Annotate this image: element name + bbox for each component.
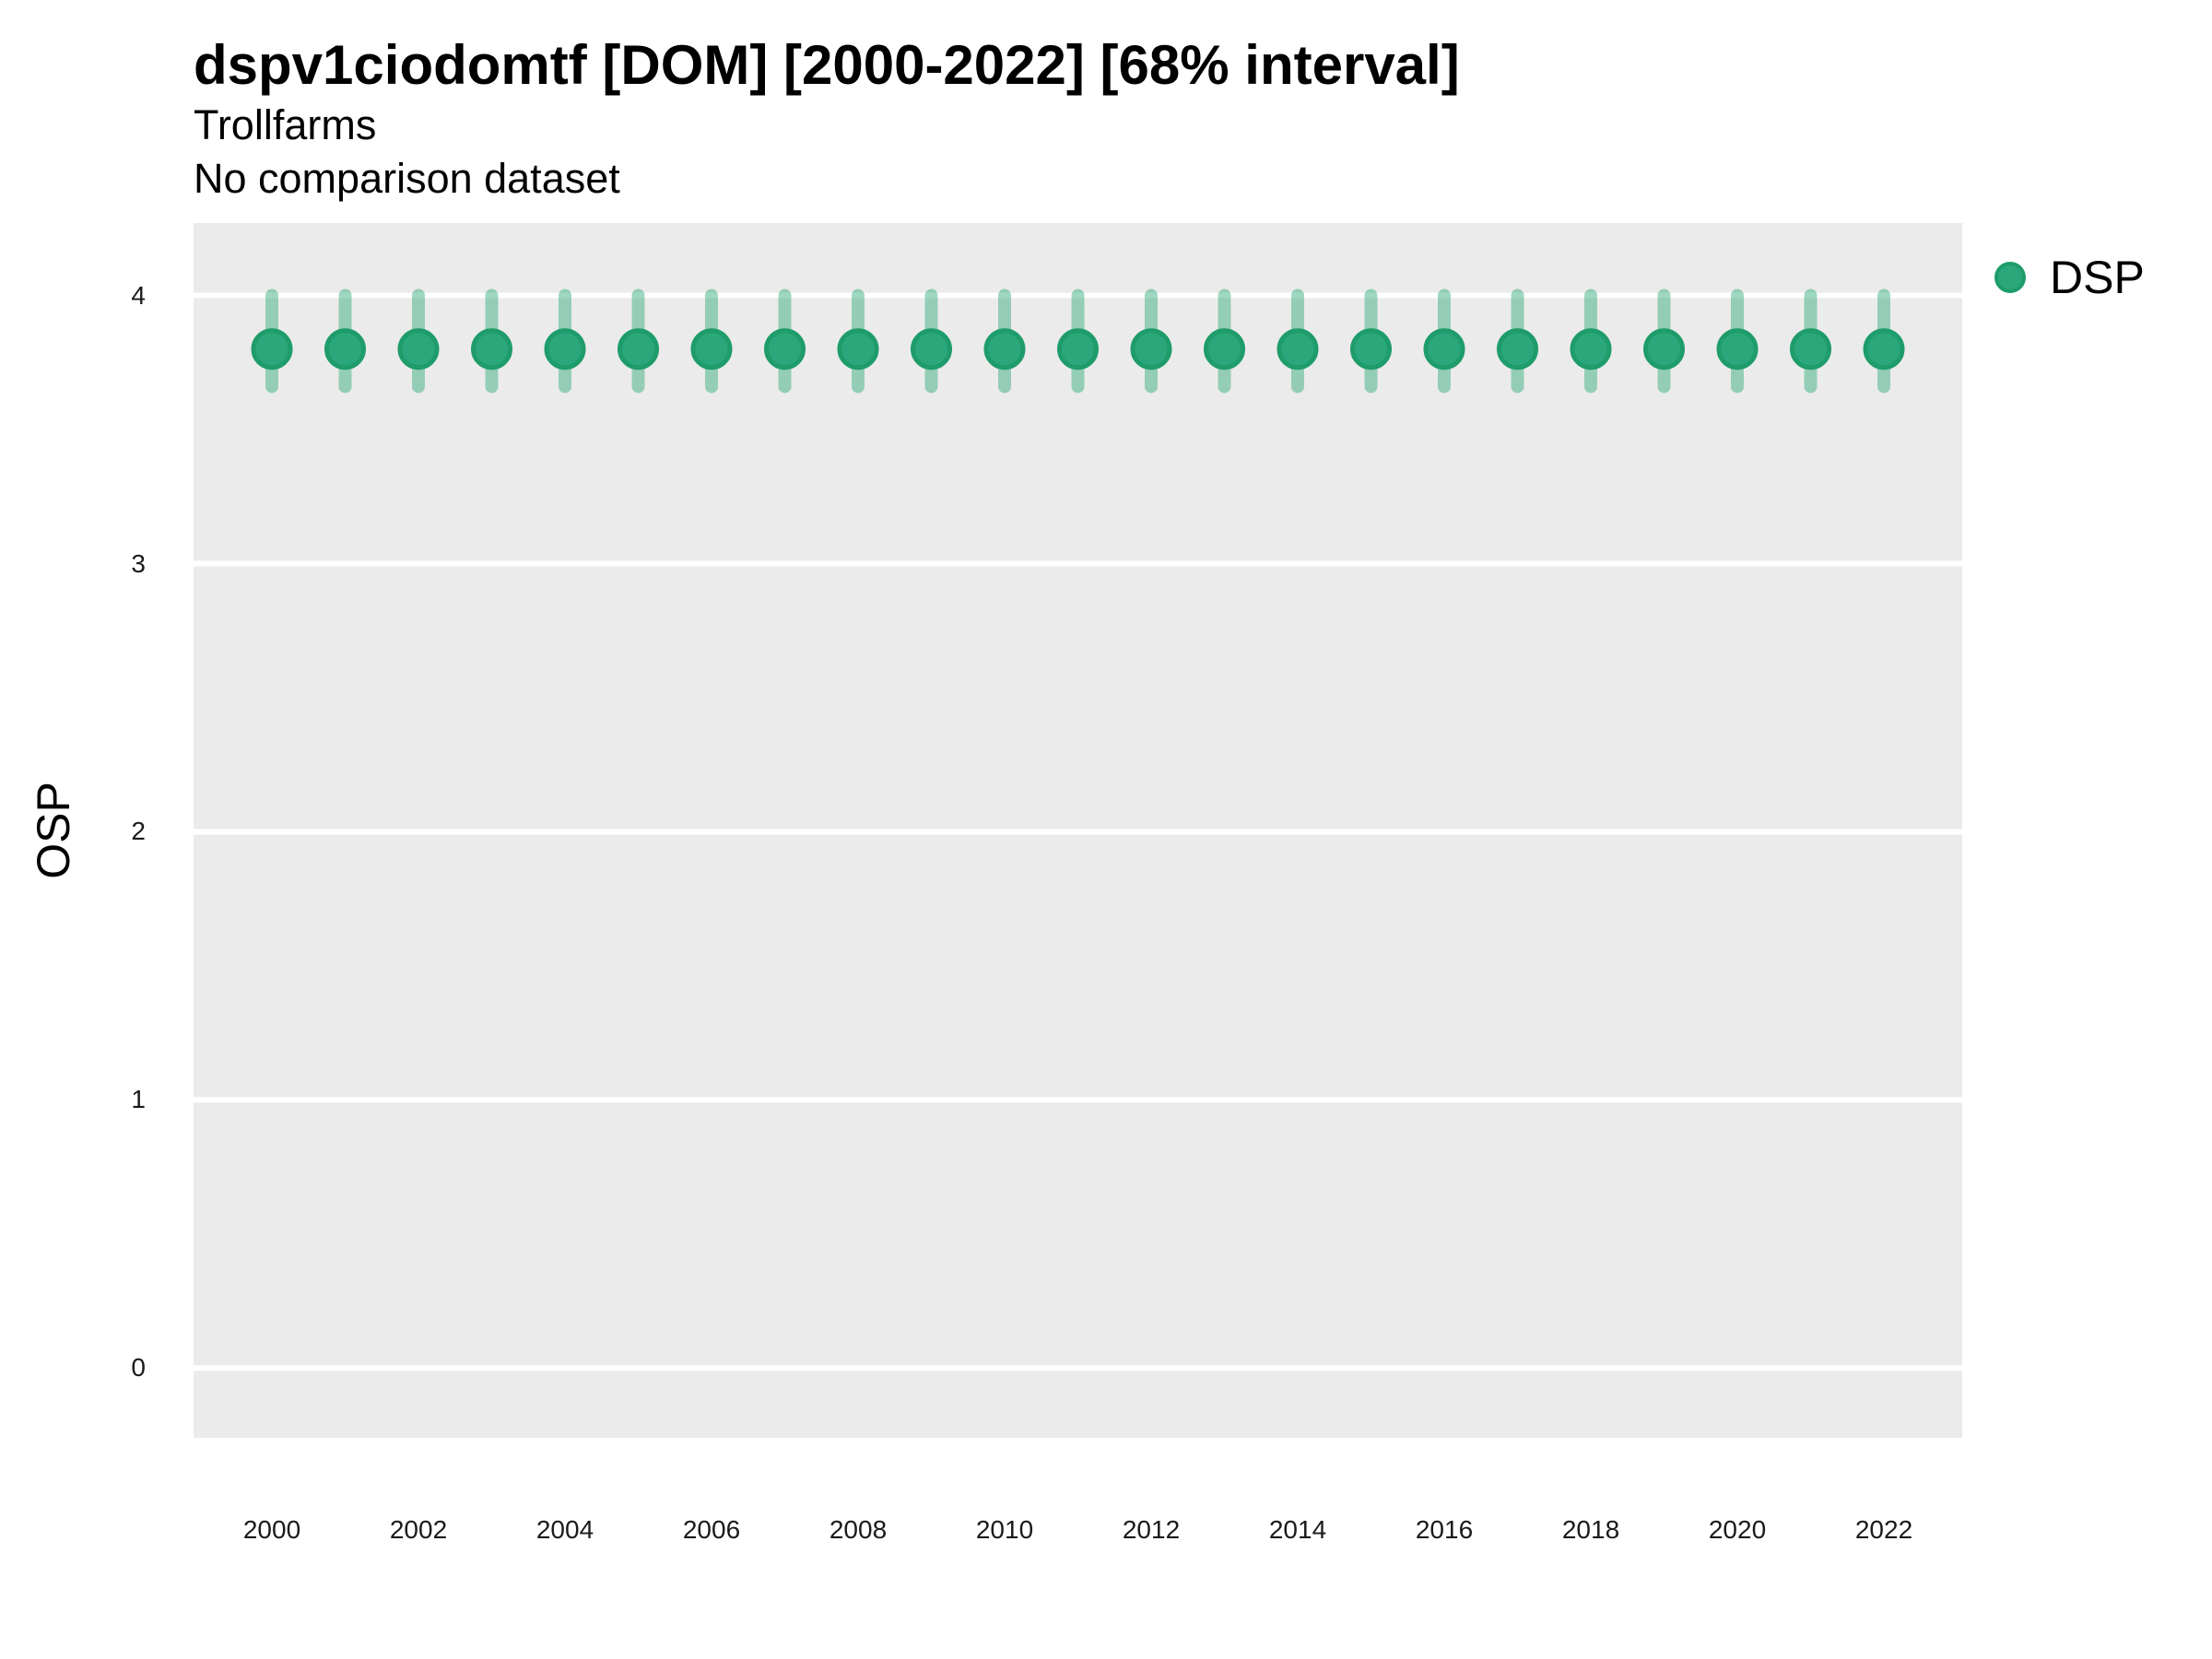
data-point-2003 — [471, 328, 512, 371]
y-tick-label-1: 1 — [131, 1085, 146, 1114]
data-point-2014 — [1277, 328, 1319, 371]
data-point-2001 — [324, 328, 366, 371]
data-point-2012 — [1130, 328, 1172, 371]
chart-title: dspv1ciodomtf [DOM] [2000-2022] [68% int… — [194, 34, 1460, 96]
y-tick-label-4: 4 — [131, 280, 146, 310]
x-tick-label-2002: 2002 — [389, 1515, 448, 1544]
x-tick-label-2004: 2004 — [535, 1515, 594, 1544]
y-tick-label-3: 3 — [131, 548, 146, 578]
x-tick-label-2006: 2006 — [682, 1515, 741, 1544]
data-point-2015 — [1350, 328, 1392, 371]
data-point-2013 — [1204, 328, 1245, 371]
data-point-2016 — [1423, 328, 1465, 371]
x-tick-label-2020: 2020 — [1708, 1515, 1767, 1544]
data-point-2011 — [1057, 328, 1099, 371]
legend-point-icon — [1994, 262, 2026, 293]
data-point-2008 — [837, 328, 879, 371]
x-tick-label-2000: 2000 — [242, 1515, 301, 1544]
x-tick-label-2008: 2008 — [829, 1515, 888, 1544]
data-point-2010 — [983, 328, 1026, 371]
data-point-2009 — [911, 328, 952, 371]
x-tick-label-2010: 2010 — [975, 1515, 1034, 1544]
y-tick-label-0: 0 — [131, 1353, 146, 1382]
data-point-2022 — [1863, 328, 1905, 371]
chart-subtitle: Trollfarms — [194, 101, 377, 148]
data-point-2020 — [1716, 328, 1759, 371]
x-tick-label-2022: 2022 — [1854, 1515, 1913, 1544]
x-tick-label-2016: 2016 — [1415, 1515, 1474, 1544]
data-point-2006 — [690, 328, 733, 371]
x-tick-label-2018: 2018 — [1561, 1515, 1620, 1544]
y-tick-label-2: 2 — [131, 817, 146, 846]
data-point-2017 — [1497, 328, 1538, 371]
data-point-2002 — [397, 328, 440, 371]
data-point-2021 — [1790, 328, 1831, 371]
comparison-note: No comparison dataset — [194, 155, 620, 202]
x-tick-label-2014: 2014 — [1268, 1515, 1327, 1544]
x-tick-label-2012: 2012 — [1122, 1515, 1181, 1544]
data-point-2004 — [544, 328, 586, 371]
data-point-2007 — [764, 328, 806, 371]
legend-label-dsp: DSP — [2050, 252, 2145, 303]
legend: DSP — [1994, 251, 2145, 304]
data-point-2000 — [251, 328, 293, 371]
data-point-2019 — [1643, 328, 1685, 371]
data-point-2005 — [618, 328, 659, 371]
data-point-2018 — [1570, 328, 1612, 371]
